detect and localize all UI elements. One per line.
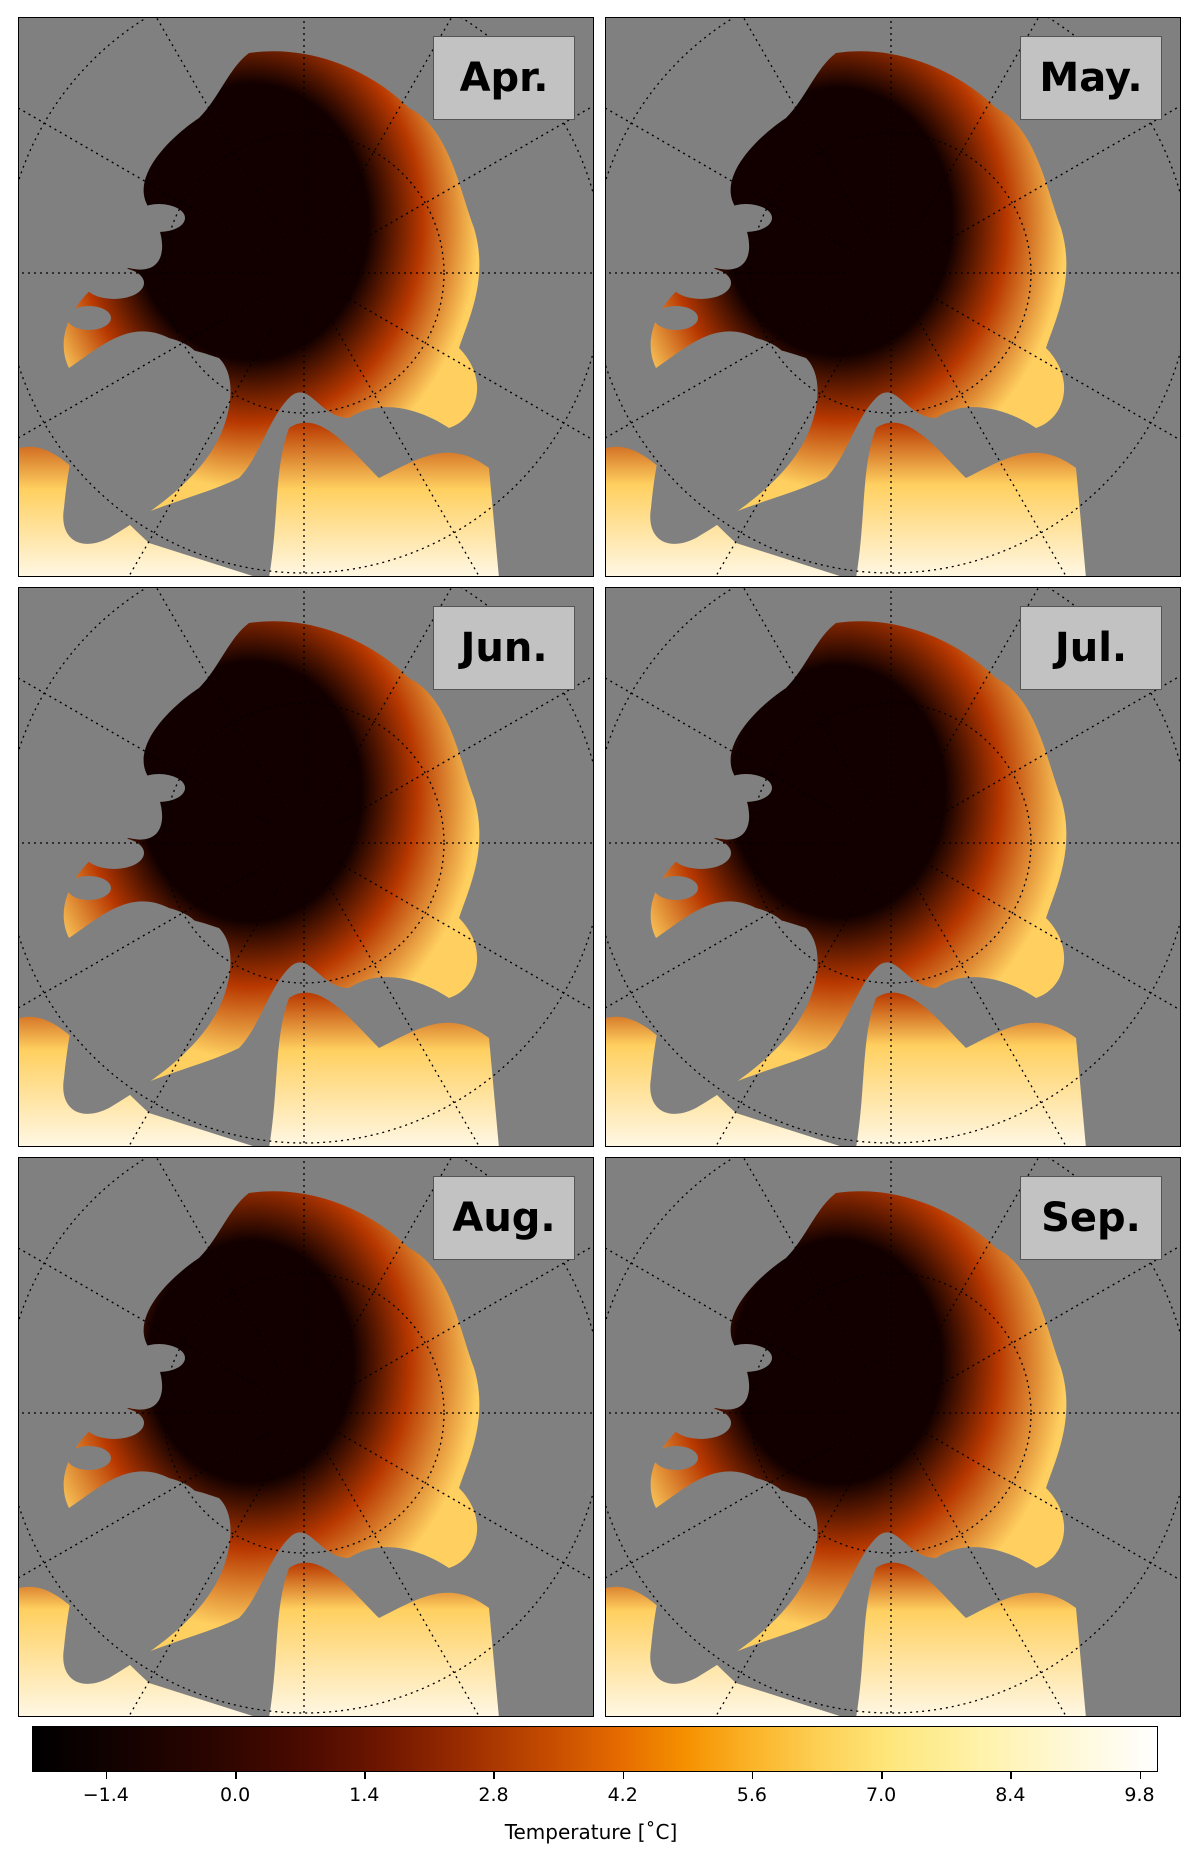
- colorbar-tick: [881, 1772, 883, 1779]
- colorbar-tick-label: 5.6: [736, 1784, 767, 1806]
- colorbar-tick: [364, 1772, 366, 1779]
- colorbar-tick-label: 2.8: [478, 1784, 509, 1806]
- colorbar-tick-label: 8.4: [995, 1784, 1026, 1806]
- arctic-temperature-map: [19, 18, 593, 576]
- arctic-temperature-map: [19, 588, 593, 1146]
- colorbar-tick: [235, 1772, 237, 1779]
- month-label: Jul.: [1020, 606, 1162, 690]
- colorbar-tick-label: 7.0: [866, 1784, 897, 1806]
- month-label: Sep.: [1020, 1176, 1162, 1260]
- colorbar-tick: [1010, 1772, 1012, 1779]
- colorbar-tick-label: 1.4: [349, 1784, 380, 1806]
- colorbar-tick-label: 4.2: [607, 1784, 638, 1806]
- arctic-ocean: [63, 51, 480, 538]
- map-panel-may: May.: [605, 17, 1181, 577]
- colorbar-tick: [751, 1772, 754, 1779]
- month-label: Aug.: [433, 1176, 575, 1260]
- month-label: May.: [1020, 36, 1162, 120]
- colorbar-tick: [1139, 1772, 1142, 1779]
- map-panel-jul: Jul.: [605, 587, 1181, 1147]
- nordic-seas: [19, 992, 499, 1146]
- map-panel-aug: Aug.: [18, 1157, 594, 1717]
- colorbar-tick-label: −1.4: [82, 1784, 129, 1806]
- map-panel-apr: Apr.: [18, 17, 594, 577]
- arctic-ocean: [650, 51, 1067, 538]
- temperature-colorbar: [32, 1726, 1158, 1772]
- greenland-landmass: [63, 916, 231, 1114]
- arctic-ocean: [63, 621, 480, 1108]
- nordic-seas: [19, 1562, 499, 1716]
- colorbar-tick: [493, 1772, 495, 1779]
- arctic-ocean: [63, 1191, 480, 1678]
- colorbar-tick-label: 0.0: [219, 1784, 251, 1806]
- greenland-landmass: [650, 1486, 818, 1684]
- month-label: Apr.: [433, 36, 575, 120]
- greenland-landmass: [650, 346, 818, 544]
- nordic-seas: [606, 1562, 1086, 1716]
- colorbar-tick-label: 9.8: [1124, 1784, 1155, 1806]
- month-label: Jun.: [433, 606, 575, 690]
- arctic-ocean: [650, 1191, 1067, 1678]
- nordic-seas: [606, 992, 1086, 1146]
- nordic-seas: [19, 422, 499, 576]
- arctic-ocean: [650, 621, 1067, 1108]
- map-panel-sep: Sep.: [605, 1157, 1181, 1717]
- colorbar-label: Temperature [˚C]: [504, 1820, 678, 1844]
- colorbar-tick: [622, 1772, 625, 1779]
- greenland-landmass: [63, 1486, 231, 1684]
- colorbar-tick: [105, 1772, 108, 1779]
- greenland-landmass: [63, 346, 231, 544]
- greenland-landmass: [650, 916, 818, 1114]
- map-panel-jun: Jun.: [18, 587, 594, 1147]
- nordic-seas: [606, 422, 1086, 576]
